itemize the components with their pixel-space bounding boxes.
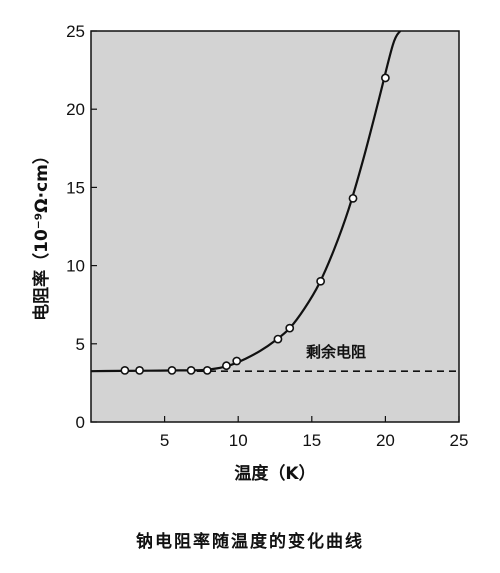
x-tick-label: 5 (160, 431, 169, 450)
data-point (167, 365, 177, 375)
y-axis-title: 电阻率（10⁻⁹Ω·cm） (31, 147, 52, 321)
x-tick-label: 25 (450, 431, 469, 450)
data-point (348, 193, 358, 203)
y-tick-label: 25 (66, 22, 85, 41)
data-point (202, 365, 212, 375)
x-axis-title: 温度（K） (234, 463, 315, 484)
figure-caption: 钠电阻率随温度的变化曲线 (136, 532, 364, 552)
data-point (285, 323, 295, 333)
y-tick-label: 15 (66, 178, 85, 197)
x-tick-label: 15 (302, 431, 321, 450)
x-tick-label: 10 (229, 431, 248, 450)
data-point (380, 73, 390, 83)
data-point (135, 365, 144, 375)
data-point (273, 334, 283, 344)
data-point (186, 365, 196, 375)
y-tick-label: 5 (76, 335, 85, 354)
y-tick-label: 0 (76, 413, 85, 432)
data-point (222, 361, 231, 371)
residual-resistance-annotation: 剩余电阻 (306, 343, 366, 361)
y-tick-label: 10 (66, 257, 85, 276)
data-point (316, 276, 326, 286)
x-tick-label: 20 (376, 431, 395, 450)
plot-area (90, 30, 460, 423)
data-point (232, 356, 242, 366)
y-tick-label: 20 (66, 100, 85, 119)
data-point (120, 365, 130, 375)
